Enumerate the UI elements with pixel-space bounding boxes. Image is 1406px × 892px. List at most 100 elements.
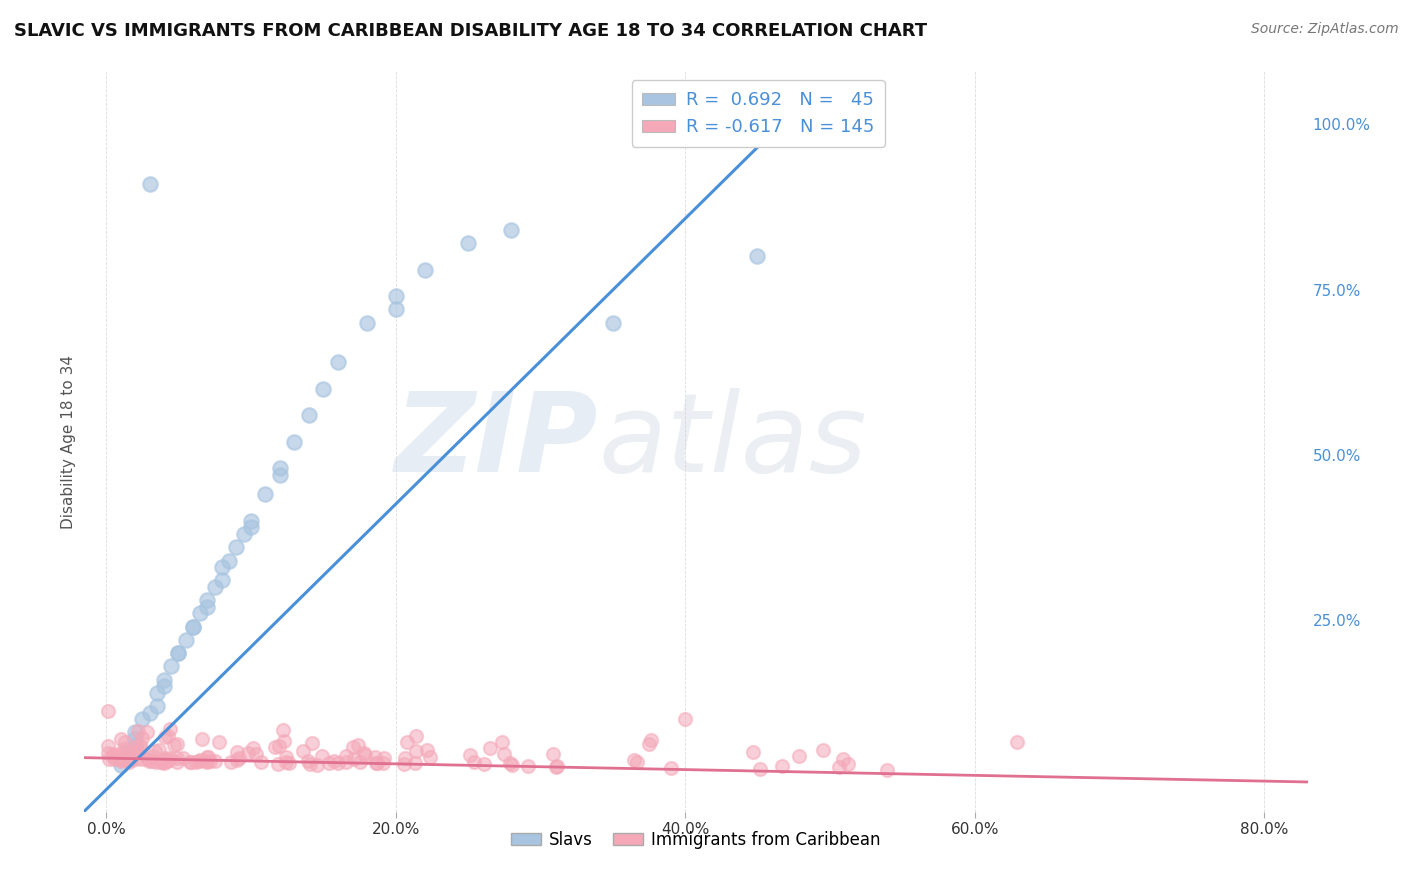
Point — [204, 580, 226, 594]
Point — [242, 741, 264, 756]
Point — [153, 756, 176, 770]
Point — [111, 746, 134, 760]
Point — [236, 746, 259, 760]
Point — [876, 763, 898, 777]
Point — [354, 747, 377, 762]
Point — [499, 756, 522, 770]
Point — [623, 753, 645, 767]
Point — [142, 748, 165, 763]
Point — [112, 742, 135, 756]
Point — [245, 747, 267, 761]
Point — [110, 751, 132, 765]
Point — [186, 755, 208, 769]
Point — [101, 747, 124, 761]
Point — [405, 730, 427, 744]
Point — [342, 739, 364, 754]
Point — [478, 741, 501, 756]
Point — [166, 751, 188, 765]
Point — [138, 177, 160, 191]
Point — [115, 751, 138, 765]
Point — [148, 743, 170, 757]
Point — [1005, 734, 1028, 748]
Point — [640, 732, 662, 747]
Point — [97, 752, 120, 766]
Point — [180, 755, 202, 769]
Point — [117, 745, 139, 759]
Point — [129, 739, 152, 754]
Point — [156, 754, 179, 768]
Point — [291, 744, 314, 758]
Point — [273, 734, 295, 748]
Point — [145, 686, 167, 700]
Point — [204, 754, 226, 768]
Text: SLAVIC VS IMMIGRANTS FROM CARIBBEAN DISABILITY AGE 18 TO 34 CORRELATION CHART: SLAVIC VS IMMIGRANTS FROM CARIBBEAN DISA… — [14, 22, 927, 40]
Point — [413, 262, 436, 277]
Point — [342, 751, 364, 765]
Point — [789, 748, 811, 763]
Point — [254, 487, 277, 501]
Text: atlas: atlas — [598, 388, 866, 495]
Point — [271, 723, 294, 737]
Point — [145, 698, 167, 713]
Point — [103, 749, 125, 764]
Point — [150, 754, 173, 768]
Point — [159, 751, 181, 765]
Point — [335, 756, 357, 770]
Point — [172, 751, 194, 765]
Point — [145, 755, 167, 769]
Point — [124, 731, 146, 746]
Point — [174, 632, 197, 647]
Point — [188, 607, 211, 621]
Point — [127, 723, 149, 738]
Point — [626, 755, 648, 769]
Point — [150, 755, 173, 769]
Point — [828, 760, 851, 774]
Point — [118, 752, 141, 766]
Point — [136, 752, 159, 766]
Point — [832, 752, 855, 766]
Point — [179, 755, 201, 769]
Point — [120, 754, 142, 768]
Point — [114, 735, 136, 749]
Point — [187, 755, 209, 769]
Point — [323, 754, 346, 768]
Point — [811, 743, 834, 757]
Point — [384, 302, 406, 317]
Point — [225, 541, 247, 555]
Point — [127, 744, 149, 758]
Point — [312, 382, 335, 396]
Point — [602, 316, 624, 330]
Point — [167, 646, 190, 660]
Point — [457, 236, 479, 251]
Point — [156, 754, 179, 768]
Point — [97, 704, 120, 718]
Point — [353, 747, 375, 761]
Point — [301, 736, 323, 750]
Point — [124, 740, 146, 755]
Point — [211, 560, 233, 574]
Point — [298, 408, 321, 422]
Point — [131, 752, 153, 766]
Point — [637, 737, 659, 751]
Point — [405, 744, 427, 758]
Point — [371, 756, 394, 770]
Point — [239, 514, 262, 528]
Point — [544, 760, 567, 774]
Point — [166, 756, 188, 770]
Point — [239, 520, 262, 534]
Point — [276, 750, 298, 764]
Point — [267, 739, 290, 754]
Point — [837, 756, 859, 771]
Point — [153, 679, 176, 693]
Point — [150, 753, 173, 767]
Point — [673, 712, 696, 726]
Point — [501, 758, 523, 772]
Point — [297, 754, 319, 768]
Point — [541, 747, 564, 762]
Point — [249, 756, 271, 770]
Point — [153, 730, 176, 744]
Point — [276, 755, 298, 769]
Point — [97, 739, 120, 753]
Point — [394, 751, 416, 765]
Point — [326, 756, 349, 770]
